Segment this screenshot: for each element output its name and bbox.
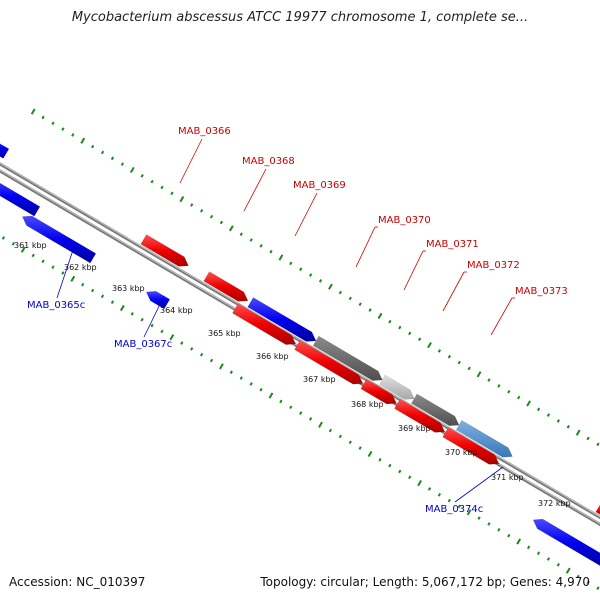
gene-label-reverse[interactable]: MAB_0365c <box>27 300 85 311</box>
gene-label-forward[interactable]: MAB_0373 <box>515 286 568 297</box>
gene-arrow-forward[interactable] <box>595 503 600 519</box>
gene-labels: 361 kbp 362 kbp 363 kbp 364 kbp 365 kbp 366 k… <box>14 126 571 515</box>
kbp-tick-label: 364 kbp <box>160 306 193 315</box>
gene-arrow-forward[interactable] <box>360 378 397 405</box>
gene-label-forward[interactable]: MAB_0370 <box>378 215 431 226</box>
gene-feature-block[interactable] <box>455 420 513 458</box>
gene-arrow-forward[interactable] <box>294 339 364 385</box>
accession-label: Accession: NC_010397 <box>9 575 146 589</box>
gene-label-forward[interactable]: MAB_0371 <box>426 239 479 250</box>
kbp-tick-label: 372 kbp <box>538 499 571 508</box>
gene-arrow-forward[interactable] <box>232 303 296 345</box>
chromosome-backbone <box>0 162 600 527</box>
kbp-tick-label: 361 kbp <box>14 241 47 250</box>
gene-label-reverse[interactable]: MAB_0367c <box>114 339 172 350</box>
kbp-tick-label: 369 kbp <box>398 424 431 433</box>
kbp-tick-label: 366 kbp <box>256 352 289 361</box>
topology-label: Topology: circular; Length: 5,067,172 bp… <box>260 575 590 589</box>
gene-feature-block[interactable] <box>411 393 460 427</box>
gene-label-reverse[interactable]: MAB_0374c <box>425 504 483 515</box>
gene-feature-block[interactable] <box>312 335 383 381</box>
kbp-tick-label: 370 kbp <box>445 448 478 457</box>
gene-arrow-forward[interactable] <box>247 297 317 342</box>
kbp-tick-label: 368 kbp <box>351 400 384 409</box>
gene-arrow-forward[interactable] <box>140 234 189 267</box>
gene-arrow-reverse[interactable] <box>0 138 10 159</box>
gene-arrow-reverse[interactable] <box>0 177 41 217</box>
label-leaders <box>56 138 515 503</box>
outer-tick-ring <box>30 108 600 447</box>
kbp-tick-label: 362 kbp <box>64 263 97 272</box>
gene-arrow-reverse[interactable] <box>532 518 600 566</box>
gene-arrow-forward[interactable] <box>394 398 446 433</box>
map-title: Mycobacterium abscessus ATCC 19977 chrom… <box>71 10 529 25</box>
gene-arrow-reverse[interactable] <box>145 291 171 310</box>
gene-features <box>0 138 600 566</box>
kbp-tick-label: 371 kbp <box>491 473 524 482</box>
kbp-tick-label: 363 kbp <box>112 284 145 293</box>
kbp-tick-label: 365 kbp <box>208 329 241 338</box>
gene-label-forward[interactable]: MAB_0368 <box>242 156 295 167</box>
gene-label-forward[interactable]: MAB_0372 <box>467 260 520 271</box>
gene-arrow-reverse[interactable] <box>21 215 97 264</box>
kbp-tick-label: 367 kbp <box>303 375 336 384</box>
gene-arrow-forward[interactable] <box>203 271 249 302</box>
gene-arrow-forward[interactable] <box>442 427 500 465</box>
gene-feature-block[interactable] <box>379 374 415 400</box>
inner-tick-ring <box>1 236 600 590</box>
gene-label-forward[interactable]: MAB_0366 <box>178 126 231 137</box>
gene-label-forward[interactable]: MAB_0369 <box>293 180 346 191</box>
